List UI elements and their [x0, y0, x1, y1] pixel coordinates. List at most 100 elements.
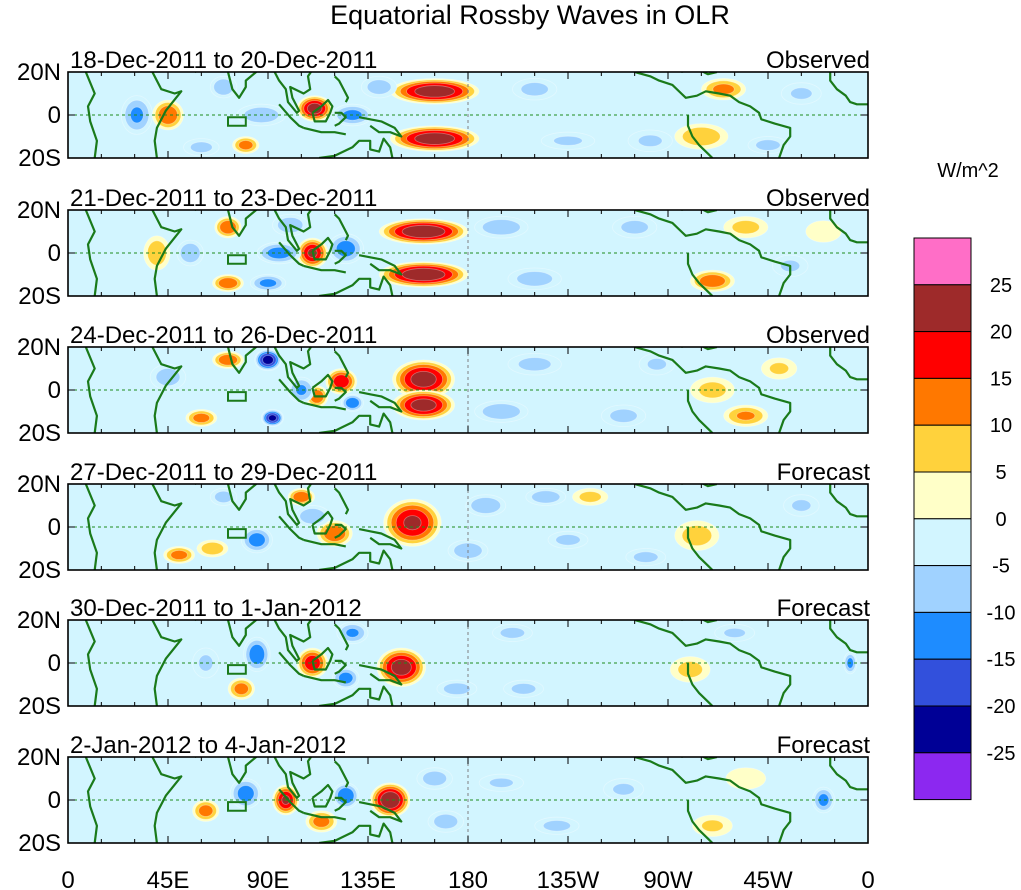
anomaly-blob-1 — [369, 782, 411, 818]
anomaly-blob-7 — [254, 348, 282, 372]
y-tick-label: 20N — [17, 59, 61, 86]
colorbar-level-label: -5 — [992, 556, 1010, 578]
coastline — [278, 378, 305, 404]
coastline — [829, 72, 868, 106]
contour-level — [214, 490, 233, 503]
anomaly-blob-15 — [638, 353, 676, 376]
panel-1: 20N 0 20S 18-Dec-2011 to 20-Dec-2011 Observe… — [17, 47, 870, 172]
anomaly-blob-18 — [780, 82, 822, 105]
contour-level — [422, 770, 447, 787]
contour-level — [677, 661, 703, 678]
coastline — [681, 210, 718, 214]
colorbar-swatch — [913, 331, 972, 379]
contour-level — [218, 277, 238, 289]
contour-level — [268, 414, 277, 422]
y-tick-label: 0 — [48, 787, 61, 814]
panel-period-label: 30-Dec-2011 to 1-Jan-2012 — [70, 595, 362, 622]
coastline — [333, 487, 350, 515]
anomaly-blob-8 — [260, 408, 284, 427]
contour-level — [731, 220, 760, 235]
anomaly-blob-10 — [534, 816, 580, 835]
anomaly-blob-12 — [572, 487, 609, 506]
colorbar-swatch — [913, 377, 972, 426]
anomaly-blob-15 — [674, 123, 729, 150]
anomaly-blob-9 — [340, 393, 364, 412]
anomaly-blob-13 — [725, 767, 767, 790]
coastline — [634, 347, 792, 433]
contour-level — [725, 767, 767, 790]
y-tick-label: 0 — [48, 377, 61, 404]
coastline — [84, 757, 98, 843]
contour-level — [238, 140, 254, 151]
contour-level — [401, 224, 446, 239]
anomaly-blob-10 — [183, 138, 220, 157]
coastline — [278, 241, 305, 267]
anomaly-blob-7 — [196, 539, 229, 558]
contour-level — [701, 819, 724, 832]
coastline — [151, 72, 183, 158]
coastlines — [84, 347, 868, 433]
coastline — [303, 264, 347, 274]
contour-level — [612, 783, 635, 796]
contour-level — [699, 274, 726, 288]
coastline — [686, 800, 714, 843]
anomaly-blob-3 — [336, 621, 369, 645]
contour-level — [755, 139, 781, 151]
coastline — [358, 391, 403, 413]
contour-level — [312, 815, 331, 828]
panel-kind-label: Forecast — [777, 595, 871, 622]
contour-level — [155, 368, 181, 387]
coastline — [334, 249, 347, 265]
anomaly-blob-6 — [185, 408, 218, 427]
anomaly-blob-14 — [812, 786, 836, 814]
panel-kind-label: Forecast — [777, 732, 871, 759]
coastline — [634, 620, 792, 706]
contour-level — [198, 804, 214, 817]
contour-level — [410, 370, 437, 388]
anomaly-blob-9 — [327, 233, 364, 265]
colorbar-swatch — [913, 284, 972, 333]
coastline — [686, 527, 714, 570]
anomaly-blob-5 — [243, 636, 271, 673]
panel-6: 20N 0 20S 2-Jan-2012 to 4-Jan-2012 Forecast — [17, 732, 870, 857]
contour-level — [520, 82, 549, 97]
coastline — [681, 347, 718, 351]
contour-level — [410, 398, 437, 412]
contour-level — [531, 490, 561, 504]
coastline — [634, 757, 792, 843]
coastline — [194, 757, 258, 784]
coastline — [333, 350, 350, 378]
coastline — [303, 126, 347, 136]
contour-level — [646, 358, 667, 371]
colorbar-level-label: 0 — [995, 509, 1006, 531]
contour-level — [401, 267, 446, 282]
colorbar-swatch — [913, 658, 972, 707]
anomaly-blob-9 — [478, 773, 524, 792]
anomaly-blob-12 — [692, 814, 733, 838]
anomaly-blob-12 — [512, 77, 558, 101]
colorbar-level-label: 25 — [990, 275, 1012, 297]
panel-5: 20N 0 20S 30-Dec-2011 to 1-Jan-2012 Forecast — [17, 595, 870, 720]
coastline — [634, 72, 792, 158]
coastline — [358, 801, 403, 823]
coastline — [311, 646, 334, 671]
colorbar-level-label: -25 — [987, 743, 1016, 765]
contour-level — [620, 220, 649, 235]
colorbar-level-label: 15 — [990, 368, 1012, 390]
anomaly-blob-13 — [507, 353, 562, 376]
contour-level — [682, 127, 721, 147]
contour-level — [403, 515, 422, 531]
coastline — [681, 72, 718, 76]
y-tick-label: 20S — [18, 145, 61, 172]
contour-level — [345, 628, 360, 638]
x-tick-label: 0 — [61, 867, 74, 890]
contour-level — [248, 644, 265, 665]
anomaly-blob-6 — [214, 215, 242, 239]
x-tick-label: 0 — [861, 867, 874, 890]
coastline — [311, 783, 334, 808]
coastline — [634, 484, 792, 570]
contour-level — [633, 551, 659, 563]
anomaly-blob-11 — [525, 487, 567, 506]
reference-box — [227, 116, 247, 127]
coastline — [194, 347, 258, 374]
